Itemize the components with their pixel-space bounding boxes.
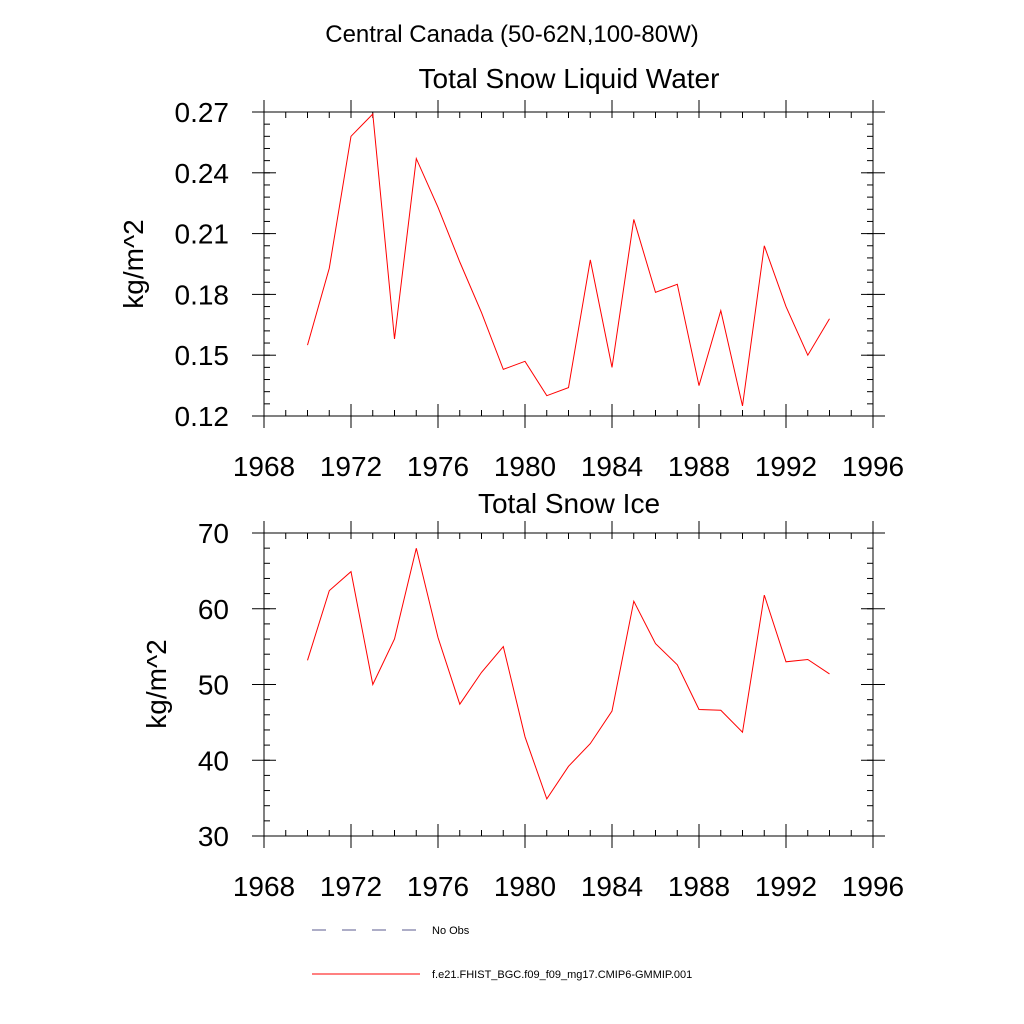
x-tick-label: 1984 <box>581 871 643 902</box>
plot-frame <box>263 111 874 417</box>
x-tick-label: 1968 <box>233 871 295 902</box>
x-tick-label: 1968 <box>233 451 295 482</box>
chart-panel-snow-liquid-water: Total Snow Liquid Water kg/m^2 1968 1972 1… <box>118 63 904 482</box>
x-tick-label: 1992 <box>755 871 817 902</box>
plot-frame <box>263 532 874 837</box>
x-tick-label: 1988 <box>668 451 730 482</box>
x-tick-label: 1980 <box>494 871 556 902</box>
y-tick-label: 60 <box>198 594 229 625</box>
series-line-model <box>307 112 830 407</box>
figure-title: Central Canada (50-62N,100-80W) <box>325 21 699 48</box>
x-tick-label: 1972 <box>320 451 382 482</box>
chart-title: Total Snow Ice <box>478 488 660 519</box>
y-tick-labels: 30 40 50 60 70 <box>198 518 229 852</box>
series-lines <box>307 548 830 801</box>
x-tick-label: 1972 <box>320 871 382 902</box>
y-tick-label: 50 <box>198 670 229 701</box>
x-tick-label: 1996 <box>842 871 904 902</box>
y-axis-label: kg/m^2 <box>118 219 149 308</box>
x-tick-labels: 1968 1972 1976 1980 1984 1988 1992 1996 <box>233 451 904 482</box>
x-tick-label: 1984 <box>581 451 643 482</box>
x-tick-label: 1980 <box>494 451 556 482</box>
y-axis-label: kg/m^2 <box>141 639 172 728</box>
y-tick-label: 40 <box>198 745 229 776</box>
y-tick-label: 0.21 <box>175 219 230 250</box>
x-tick-labels: 1968 1972 1976 1980 1984 1988 1992 1996 <box>233 871 904 902</box>
y-tick-label: 0.27 <box>175 97 230 128</box>
chart-panel-snow-ice: Total Snow Ice kg/m^2 1968 1972 1976 1980 19… <box>141 488 904 902</box>
axis-ticks <box>252 521 885 848</box>
y-tick-label: 0.15 <box>175 340 230 371</box>
x-tick-label: 1976 <box>407 871 469 902</box>
y-tick-label: 0.12 <box>175 401 230 432</box>
x-tick-label: 1996 <box>842 451 904 482</box>
legend-label-no-obs: No Obs <box>432 925 470 937</box>
series-line-model <box>307 548 830 801</box>
x-tick-label: 1988 <box>668 871 730 902</box>
y-tick-label: 0.24 <box>175 158 230 189</box>
y-tick-label: 70 <box>198 518 229 549</box>
y-tick-labels: 0.12 0.15 0.18 0.21 0.24 0.27 <box>175 97 230 432</box>
y-tick-label: 0.18 <box>175 279 230 310</box>
y-tick-label: 30 <box>198 821 229 852</box>
axis-ticks <box>252 100 885 428</box>
legend-label-model: f.e21.FHIST_BGC.f09_f09_mg17.CMIP6-GMMIP… <box>432 969 692 981</box>
x-tick-label: 1992 <box>755 451 817 482</box>
x-tick-label: 1976 <box>407 451 469 482</box>
series-lines <box>307 112 830 407</box>
legend: No Obs f.e21.FHIST_BGC.f09_f09_mg17.CMIP… <box>312 925 692 981</box>
chart-title: Total Snow Liquid Water <box>419 63 720 94</box>
